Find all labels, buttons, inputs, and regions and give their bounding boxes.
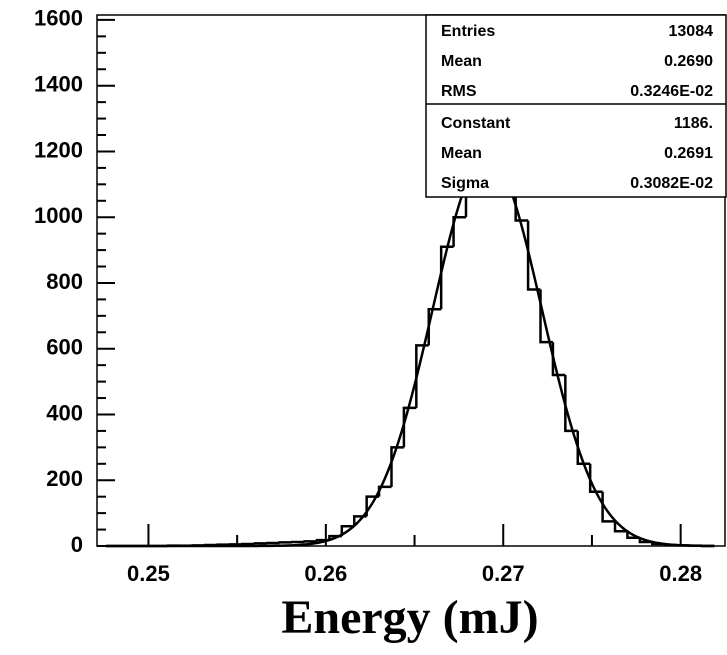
stats-name: Entries <box>441 23 495 40</box>
y-tick-label: 400 <box>46 400 83 425</box>
x-axis-title: Energy (mJ) <box>281 591 538 644</box>
histogram-bin <box>303 540 317 543</box>
y-tick-label: 0 <box>71 532 83 557</box>
histogram-bin <box>439 245 454 310</box>
stats-name: Sigma <box>441 175 489 192</box>
stats-name: RMS <box>441 83 477 100</box>
y-tick-label: 800 <box>46 269 83 294</box>
x-tick-label: 0.25 <box>127 561 170 586</box>
stats-value: 13084 <box>669 23 714 40</box>
histogram-bin <box>576 430 591 466</box>
stats-value: 1186. <box>674 115 713 132</box>
y-tick-label: 1400 <box>34 72 83 97</box>
x-tick-label: 0.28 <box>659 561 702 586</box>
fit-curve <box>105 154 715 548</box>
histogram-bin <box>588 463 603 493</box>
histogram-bin <box>564 375 578 433</box>
y-tick-label: 200 <box>46 466 83 491</box>
stats-value: 0.2691 <box>664 145 713 162</box>
stats-box <box>425 14 727 198</box>
histogram-bin <box>626 531 640 540</box>
plot-frame <box>96 14 726 547</box>
stats-value: 0.3082E-02 <box>630 175 713 192</box>
y-tick-label: 1600 <box>34 6 83 31</box>
y-tick-label: 600 <box>46 335 83 360</box>
histogram-bin <box>253 542 268 545</box>
stats-value: 0.3246E-02 <box>630 83 713 100</box>
x-tick-label: 0.27 <box>482 561 525 586</box>
histogram-bin <box>402 406 417 448</box>
stats-name: Mean <box>441 53 482 70</box>
histogram-bin <box>427 308 442 346</box>
stats-name: Mean <box>441 145 482 162</box>
y-tick-label: 1200 <box>34 137 83 162</box>
stats-value: 0.2690 <box>664 53 713 70</box>
y-tick-label: 1000 <box>34 203 83 228</box>
x-tick-label: 0.26 <box>304 561 347 586</box>
histogram-bin <box>390 446 404 487</box>
histogram-bin <box>452 215 466 247</box>
histogram-bin <box>613 521 628 533</box>
stats-name: Constant <box>441 115 511 132</box>
histogram-bin <box>551 342 566 377</box>
histogram-bin <box>340 525 355 537</box>
histogram-bin <box>278 541 293 544</box>
histogram-bin <box>365 495 380 517</box>
